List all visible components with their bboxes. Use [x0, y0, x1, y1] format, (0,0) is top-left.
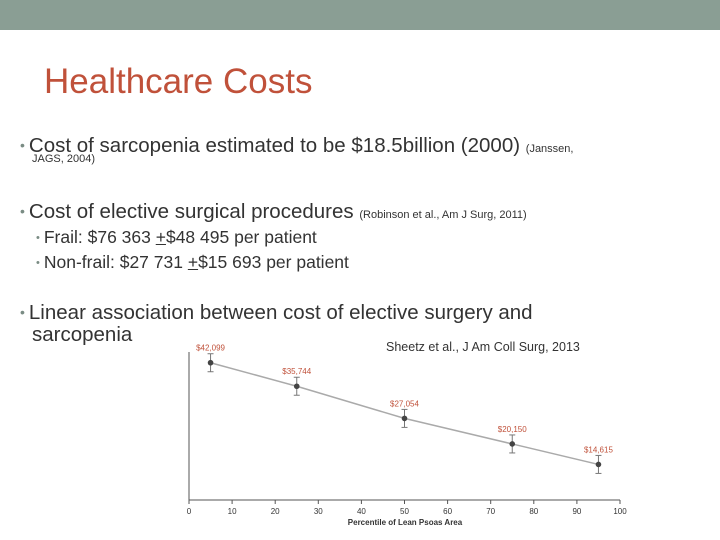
- cost-chart: 0 10 20 30 40 50 60 70 80 90 100 $42,099 $35,744 $27…: [187, 344, 627, 527]
- bullet-linear-association: • Linear association between cost of elec…: [20, 301, 533, 325]
- x-tick-label: 100: [613, 507, 627, 516]
- x-ticks: 0 10 20 30 40 50 60 70 80 90 100: [187, 500, 627, 516]
- data-points: $42,099 $35,744 $27,054 $20,150 $14,615: [196, 344, 613, 474]
- data-point: [401, 415, 408, 422]
- sub-bullet-icon: •: [36, 257, 40, 269]
- x-tick-label: 0: [187, 507, 192, 516]
- bullet-elective-surgery-cost: • Cost of elective surgical procedures (R…: [20, 200, 527, 224]
- data-point: [293, 383, 300, 390]
- x-tick-label: 10: [228, 507, 237, 516]
- x-axis-label: Percentile of Lean Psoas Area: [348, 518, 463, 527]
- x-tick-label: 60: [443, 507, 452, 516]
- bullet-icon: •: [20, 137, 25, 153]
- bullet-text-continued: sarcopenia: [32, 323, 133, 346]
- bullet-text: Linear association between cost of elect…: [28, 301, 533, 324]
- data-label: $42,099: [196, 344, 225, 353]
- data-label: $14,615: [584, 445, 613, 454]
- citation: (Janssen,: [525, 143, 574, 155]
- data-label: $20,150: [498, 425, 527, 434]
- data-point: [509, 441, 516, 447]
- x-tick-label: 70: [486, 507, 495, 516]
- citation-continued: JAGS, 2004): [32, 153, 95, 165]
- data-label: $27,054: [390, 399, 419, 408]
- x-tick-label: 90: [572, 507, 581, 516]
- top-bar: [0, 0, 720, 30]
- bullet-sarcopenia-cost: • Cost of sarcopenia estimated to be $18.…: [20, 134, 573, 158]
- data-point: [595, 461, 602, 468]
- slide-title: Healthcare Costs: [44, 62, 313, 101]
- citation: (Robinson et al., Am J Surg, 2011): [359, 209, 527, 221]
- data-point: [207, 359, 214, 366]
- x-tick-label: 50: [400, 507, 409, 516]
- chart-attribution: Sheetz et al., J Am Coll Surg, 2013: [386, 340, 580, 354]
- bullet-text: Cost of elective surgical procedures: [28, 200, 354, 223]
- sub-bullet-icon: •: [36, 232, 40, 244]
- bullet-icon: •: [20, 203, 25, 219]
- bullet-icon: •: [20, 304, 25, 320]
- x-tick-label: 20: [271, 507, 280, 516]
- x-tick-label: 80: [529, 507, 538, 516]
- sub-bullet-frail: • Frail: $76 363 +$48 495 per patient: [36, 227, 317, 247]
- bullet-text: Cost of sarcopenia estimated to be $18.5…: [28, 134, 521, 157]
- x-tick-label: 40: [357, 507, 366, 516]
- sub-bullet-non-frail: • Non-frail: $27 731 +$15 693 per patient: [36, 252, 349, 272]
- x-tick-label: 30: [314, 507, 323, 516]
- data-label: $35,744: [282, 367, 311, 376]
